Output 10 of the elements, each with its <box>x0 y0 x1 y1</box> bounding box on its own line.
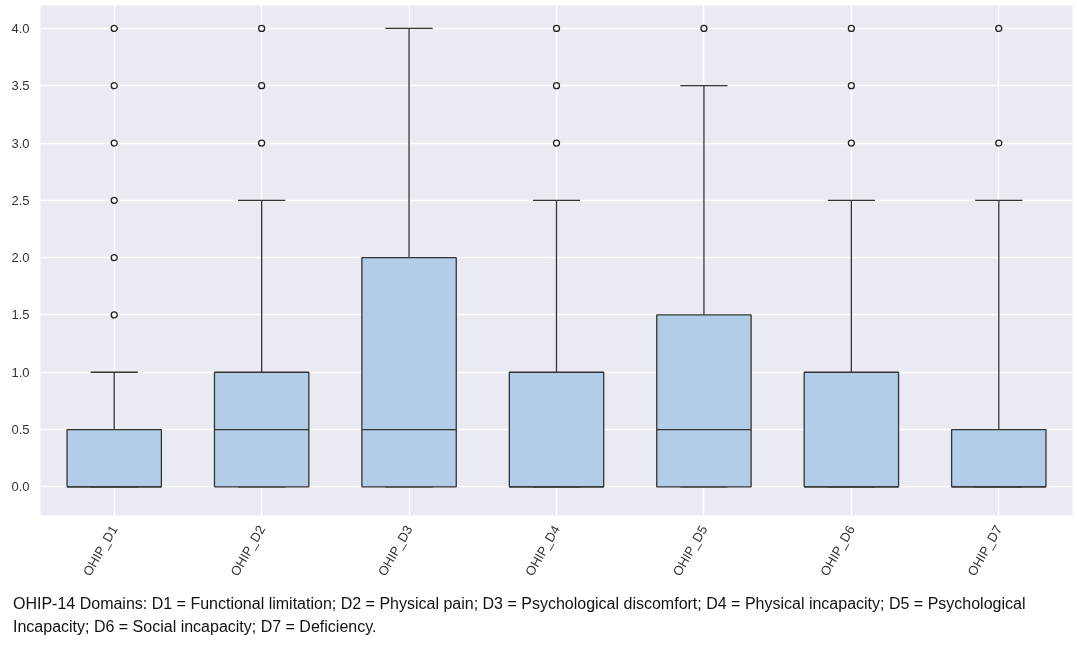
y-tick-label: 3.0 <box>11 135 30 151</box>
y-tick-label: 1.0 <box>11 364 30 380</box>
text: OHIP-14 Domains: D1 = Functional limitation; D2 = Physical pain; D3 = Psychological discomfort; D4 = Physical incapacity; D5 = Psychological Incapacity; D6 = Social incapacity; D7 = Deficiency. <box>13 594 1027 637</box>
y-tick-label: 0.0 <box>11 479 30 495</box>
y-tick-label: 3.5 <box>11 78 30 94</box>
y-tick-label: 1.5 <box>11 307 30 323</box>
y-tick-label: 4.0 <box>11 20 30 36</box>
y-tick-label: 2.0 <box>11 250 30 266</box>
y-tick-label: 2.5 <box>11 192 30 208</box>
y-tick-label: 0.5 <box>11 422 30 438</box>
